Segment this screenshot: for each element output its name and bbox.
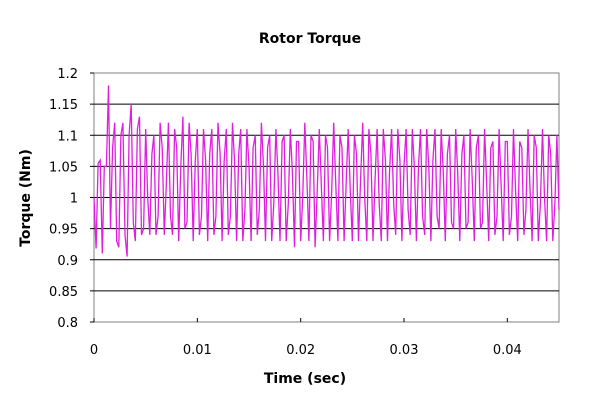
- y-tick-labels: 0.8 0.85 0.9 0.95 1 1.05 1.1 1.15 1.2: [49, 67, 78, 331]
- y-axis-label: Torque (Nm): [18, 149, 34, 247]
- y-tick-label: 0.85: [49, 285, 78, 300]
- x-tick-label: 0.01: [183, 343, 212, 358]
- x-tick-label: 0.03: [390, 343, 419, 358]
- y-tick-label: 1: [70, 192, 78, 207]
- x-tick-labels: 0 0.01 0.02 0.03 0.04: [90, 343, 522, 358]
- x-axis-label: Time (sec): [264, 371, 346, 387]
- y-tick-label: 1.2: [57, 67, 78, 82]
- x-tick-label: 0: [90, 343, 98, 358]
- x-tick-label: 0.02: [286, 343, 315, 358]
- y-tick-label: 1.05: [49, 160, 78, 175]
- y-tick-label: 0.95: [49, 223, 78, 238]
- y-tick-label: 1.15: [49, 98, 78, 113]
- series-line: [93, 85, 560, 257]
- grid-lines: [90, 72, 559, 323]
- y-tick-label: 0.8: [57, 316, 78, 331]
- chart-title: Rotor Torque: [259, 31, 361, 47]
- y-tick-label: 0.9: [57, 254, 78, 269]
- y-tick-label: 1.1: [57, 129, 78, 144]
- x-tick-label: 0.04: [493, 343, 522, 358]
